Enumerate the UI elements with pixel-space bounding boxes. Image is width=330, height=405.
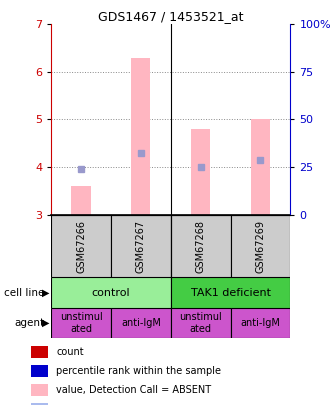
Bar bbox=[191, 129, 210, 215]
Text: agent: agent bbox=[15, 318, 45, 328]
Text: value, Detection Call = ABSENT: value, Detection Call = ABSENT bbox=[56, 385, 211, 395]
Text: cell line: cell line bbox=[4, 288, 45, 298]
Bar bbox=[31, 365, 48, 377]
Title: GDS1467 / 1453521_at: GDS1467 / 1453521_at bbox=[98, 10, 244, 23]
Text: ▶: ▶ bbox=[42, 288, 50, 298]
Text: percentile rank within the sample: percentile rank within the sample bbox=[56, 366, 221, 376]
Bar bbox=[31, 403, 48, 405]
Bar bbox=[171, 277, 290, 308]
Text: GSM67268: GSM67268 bbox=[196, 220, 206, 273]
Text: anti-IgM: anti-IgM bbox=[121, 318, 161, 328]
Text: GSM67267: GSM67267 bbox=[136, 220, 146, 273]
Text: ▶: ▶ bbox=[42, 318, 50, 328]
Bar bbox=[171, 215, 231, 277]
Text: GSM67266: GSM67266 bbox=[76, 220, 86, 273]
Bar bbox=[231, 308, 290, 338]
Text: control: control bbox=[92, 288, 130, 298]
Bar bbox=[72, 186, 91, 215]
Bar bbox=[51, 277, 171, 308]
Text: unstimul
ated: unstimul ated bbox=[60, 312, 102, 334]
Bar bbox=[31, 346, 48, 358]
Bar bbox=[251, 119, 270, 215]
Text: GSM67269: GSM67269 bbox=[255, 220, 266, 273]
Bar bbox=[51, 215, 111, 277]
Bar bbox=[51, 308, 111, 338]
Text: TAK1 deficient: TAK1 deficient bbox=[191, 288, 271, 298]
Text: unstimul
ated: unstimul ated bbox=[179, 312, 222, 334]
Bar bbox=[111, 215, 171, 277]
Bar bbox=[111, 308, 171, 338]
Text: count: count bbox=[56, 347, 84, 357]
Text: anti-IgM: anti-IgM bbox=[241, 318, 280, 328]
Bar bbox=[171, 308, 231, 338]
Bar bbox=[31, 384, 48, 396]
Bar bbox=[131, 58, 150, 215]
Bar bbox=[231, 215, 290, 277]
